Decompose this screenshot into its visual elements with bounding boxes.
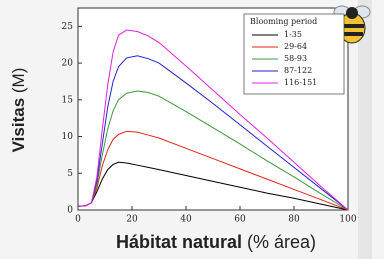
x-tick-label: 80 bbox=[288, 215, 300, 225]
legend-label: 58-93 bbox=[284, 54, 307, 63]
legend-label: 87-122 bbox=[284, 66, 312, 75]
x-tick-label: 60 bbox=[234, 215, 246, 225]
legend-label: 116-151 bbox=[284, 78, 317, 87]
y-label-rest: (M) bbox=[9, 68, 28, 93]
legend-title: Blooming period bbox=[250, 17, 317, 26]
y-tick-label: 0 bbox=[67, 206, 73, 216]
legend-label: 1-35 bbox=[284, 30, 302, 39]
y-tick-label: 10 bbox=[62, 132, 74, 142]
y-label-bold: Visitas bbox=[9, 98, 28, 153]
x-tick-label: 40 bbox=[180, 215, 192, 225]
x-label-bold: Hábitat natural bbox=[116, 232, 242, 252]
legend-label: 29-64 bbox=[284, 42, 307, 51]
x-label-rest: (% área) bbox=[247, 232, 316, 252]
y-tick-label: 15 bbox=[62, 95, 74, 105]
y-axis-label: Visitas (M) bbox=[9, 68, 28, 153]
x-tick-label: 20 bbox=[126, 215, 138, 225]
x-tick-label: 100 bbox=[339, 215, 356, 225]
y-tick-label: 5 bbox=[67, 169, 73, 179]
x-tick-label: 0 bbox=[75, 215, 81, 225]
y-tick-label: 20 bbox=[62, 59, 74, 69]
y-tick-label: 25 bbox=[62, 22, 74, 32]
chart: Visitas (M) Hábitat natural (% área) 0 5 1… bbox=[0, 0, 384, 259]
x-axis-label: Hábitat natural (% área) bbox=[116, 232, 316, 252]
